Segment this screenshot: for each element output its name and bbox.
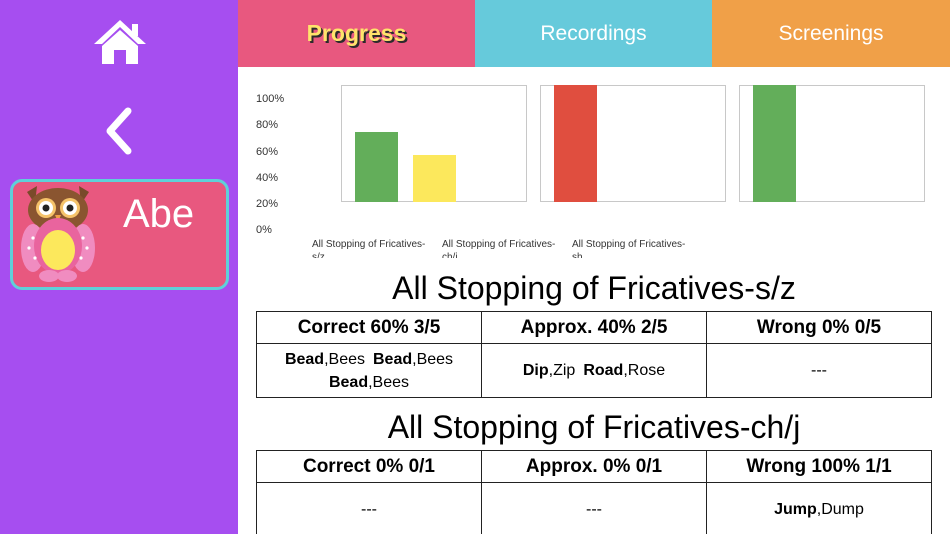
word-pair: Dip,Zip bbox=[522, 362, 576, 379]
tab-screenings-label: Screenings bbox=[778, 21, 884, 45]
student-name: Abe bbox=[123, 192, 195, 236]
results-table: Correct 0% 0/1 Approx. 0% 0/1 Wrong 100%… bbox=[256, 450, 932, 534]
approx-cell: Dip,Zip Road,Rose bbox=[481, 343, 707, 398]
y-tick-label: 60% bbox=[256, 146, 279, 158]
x-category-label: All Stopping of Fricatives-sh bbox=[572, 239, 686, 258]
approx-header: Approx. 0% 0/1 bbox=[481, 450, 707, 483]
x-category-label: All Stopping of Fricatives-s/z bbox=[312, 239, 426, 258]
home-icon bbox=[94, 20, 146, 64]
tab-screenings[interactable]: Screenings bbox=[712, 0, 950, 67]
correct-header: Correct 60% 3/5 bbox=[256, 311, 482, 344]
sidebar: Abe bbox=[0, 0, 238, 534]
wrong-cell: --- bbox=[706, 343, 932, 398]
approx-header: Approx. 40% 2/5 bbox=[481, 311, 707, 344]
tab-recordings[interactable]: Recordings bbox=[475, 0, 712, 67]
back-button[interactable] bbox=[100, 105, 140, 157]
y-tick-label: 80% bbox=[256, 119, 279, 131]
correct-cell: --- bbox=[256, 482, 482, 534]
word-pair: Bead,Bees bbox=[328, 373, 410, 391]
chart-bar bbox=[554, 85, 597, 202]
correct-cell: Bead,Bees Bead,Bees Bead,Bees bbox=[256, 343, 482, 398]
table-header-row: Correct 60% 3/5 Approx. 40% 2/5 Wrong 0%… bbox=[256, 311, 932, 344]
x-category-label: All Stopping of Fricatives-ch/j bbox=[442, 239, 556, 258]
section-title: All Stopping of Fricatives-ch/j bbox=[387, 409, 801, 445]
wrong-header: Wrong 100% 1/1 bbox=[706, 450, 932, 483]
tab-progress-label: Progress bbox=[306, 20, 407, 46]
y-tick-label: 0% bbox=[256, 224, 272, 236]
tab-progress[interactable]: Progress bbox=[238, 0, 475, 67]
wrong-cell: Jump,Dump bbox=[706, 482, 932, 534]
word-pair: Jump,Dump bbox=[774, 501, 864, 518]
word-pair: Road,Rose bbox=[583, 362, 666, 379]
chevron-left-icon bbox=[106, 107, 132, 155]
chart-bar bbox=[355, 131, 398, 202]
table-row: --- --- Jump,Dump bbox=[256, 482, 932, 534]
y-tick-label: 40% bbox=[256, 172, 279, 184]
correct-header: Correct 0% 0/1 bbox=[256, 450, 482, 483]
word-pair: Bead,Bees bbox=[373, 350, 454, 368]
section-title: All Stopping of Fricatives-s/z bbox=[392, 270, 796, 306]
results-table: Correct 60% 3/5 Approx. 40% 2/5 Wrong 0%… bbox=[256, 311, 932, 398]
chart-bar bbox=[753, 85, 796, 202]
tab-recordings-label: Recordings bbox=[540, 21, 647, 45]
owl-avatar-icon bbox=[21, 186, 95, 282]
word-pair: Bead,Bees bbox=[284, 350, 365, 368]
table-header-row: Correct 0% 0/1 Approx. 0% 0/1 Wrong 100%… bbox=[256, 450, 932, 483]
wrong-header: Wrong 0% 0/5 bbox=[706, 311, 932, 344]
home-button[interactable] bbox=[92, 18, 148, 66]
table-row: Bead,Bees Bead,Bees Bead,Bees Dip,Zip Road,… bbox=[256, 343, 932, 398]
approx-cell: --- bbox=[481, 482, 707, 534]
y-tick-label: 20% bbox=[256, 198, 279, 210]
student-card[interactable]: Abe bbox=[10, 179, 229, 290]
chart-bar bbox=[413, 155, 456, 202]
y-tick-label: 100% bbox=[256, 93, 285, 105]
